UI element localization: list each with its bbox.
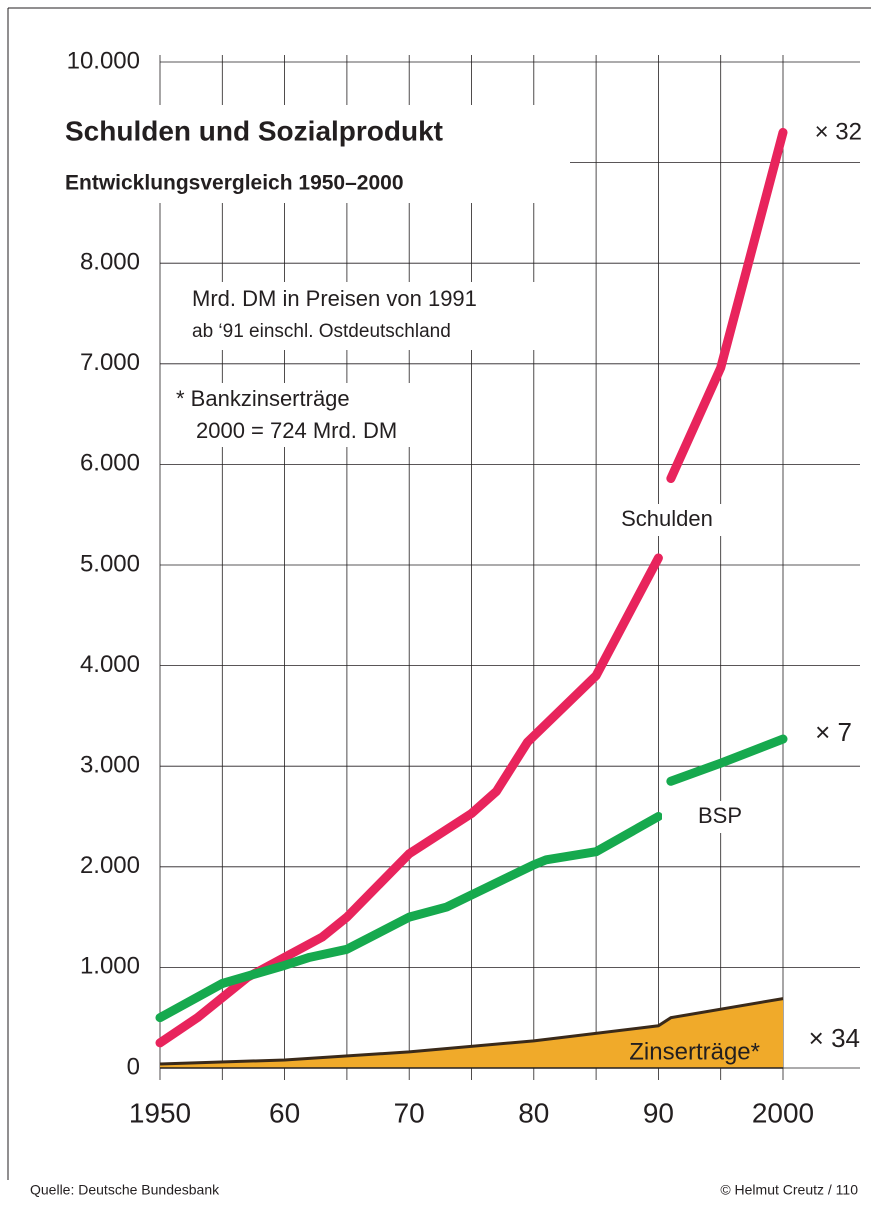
- series-label: BSP: [698, 803, 742, 828]
- annotation: × 7: [815, 717, 852, 747]
- line: [155, 812, 663, 1023]
- area: [160, 998, 783, 1068]
- annotation: × 34: [809, 1023, 860, 1053]
- line: [155, 553, 663, 1048]
- y-tick-label: 1.000: [80, 953, 140, 980]
- chart-subtitle: Entwicklungsvergleich 1950–2000: [65, 172, 404, 195]
- marks: [155, 127, 788, 1069]
- x-tick-label: 1950: [129, 1097, 191, 1128]
- y-tick-label: 5.000: [80, 550, 140, 577]
- note: ab ‘91 einschl. Ostdeutschland: [192, 321, 451, 342]
- y-tick-label: 2.000: [80, 852, 140, 879]
- y-tick-label: 8.000: [80, 249, 140, 276]
- credit: © Helmut Creutz / 110: [720, 1182, 858, 1198]
- y-tick-label: 0: [127, 1053, 140, 1080]
- x-tick-label: 2000: [752, 1097, 814, 1128]
- series-label: Schulden: [621, 506, 713, 531]
- y-tick-label: 7.000: [80, 349, 140, 376]
- x-tick-label: 60: [269, 1097, 300, 1128]
- note: 2000 = 724 Mrd. DM: [196, 418, 397, 443]
- title-box: [55, 105, 570, 203]
- source: Quelle: Deutsche Bundesbank: [30, 1182, 220, 1198]
- x-tick-label: 80: [518, 1097, 549, 1128]
- y-tick-label: 6.000: [80, 450, 140, 477]
- chart-title: Schulden und Sozialprodukt: [65, 115, 443, 146]
- y-tick-label: 4.000: [80, 651, 140, 678]
- annotation: × 32: [815, 118, 862, 145]
- note: * Bankzinserträge: [176, 386, 350, 411]
- label-box: [662, 801, 778, 833]
- series-label: Zinserträge*: [629, 1038, 760, 1065]
- grid: [159, 55, 860, 1080]
- x-tick-label: 70: [394, 1097, 425, 1128]
- line: [666, 734, 788, 786]
- y-tick-label: 3.000: [80, 752, 140, 779]
- note-box: [170, 383, 470, 447]
- x-tick-label: 90: [643, 1097, 674, 1128]
- area-outline: [159, 997, 784, 1066]
- line: [666, 127, 788, 483]
- label-box: [609, 504, 725, 536]
- overlay: Schulden und Sozialprodukt Entwicklungsv…: [30, 47, 862, 1197]
- y-tick-label: 10.000: [67, 47, 140, 74]
- note: Mrd. DM in Preisen von 1991: [192, 286, 477, 311]
- note-box: [182, 282, 562, 350]
